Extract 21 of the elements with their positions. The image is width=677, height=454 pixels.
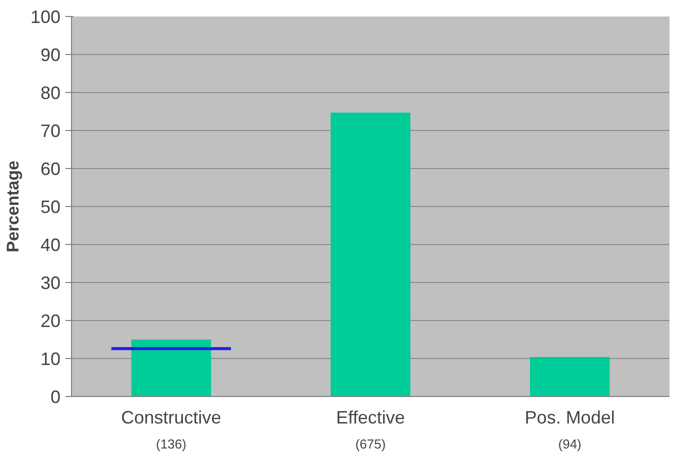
- x-tick-label: Pos. Model: [524, 408, 615, 428]
- x-tick-label: Constructive: [121, 408, 222, 428]
- y-tick-label: 40: [40, 235, 61, 255]
- y-tick-label: 20: [40, 311, 61, 331]
- bar: [330, 112, 410, 396]
- y-tick-label: 60: [40, 159, 61, 179]
- y-tick-label: 30: [40, 273, 61, 293]
- y-tick-label: 80: [40, 83, 61, 103]
- y-tick-label: 10: [40, 349, 61, 369]
- text: (94): [558, 436, 582, 452]
- y-tick-label: 50: [40, 197, 61, 217]
- y-tick-label: 90: [40, 45, 61, 65]
- y-tick-label: 0: [50, 387, 61, 407]
- y-tick-label: 70: [40, 121, 61, 141]
- y-axis-title: Percentage: [3, 160, 22, 252]
- text: (675): [355, 436, 386, 452]
- bar: [530, 356, 610, 396]
- x-tick-label: Effective: [336, 408, 405, 428]
- y-tick-label: 100: [30, 7, 61, 27]
- bar: [131, 340, 212, 396]
- text: (136): [156, 436, 186, 452]
